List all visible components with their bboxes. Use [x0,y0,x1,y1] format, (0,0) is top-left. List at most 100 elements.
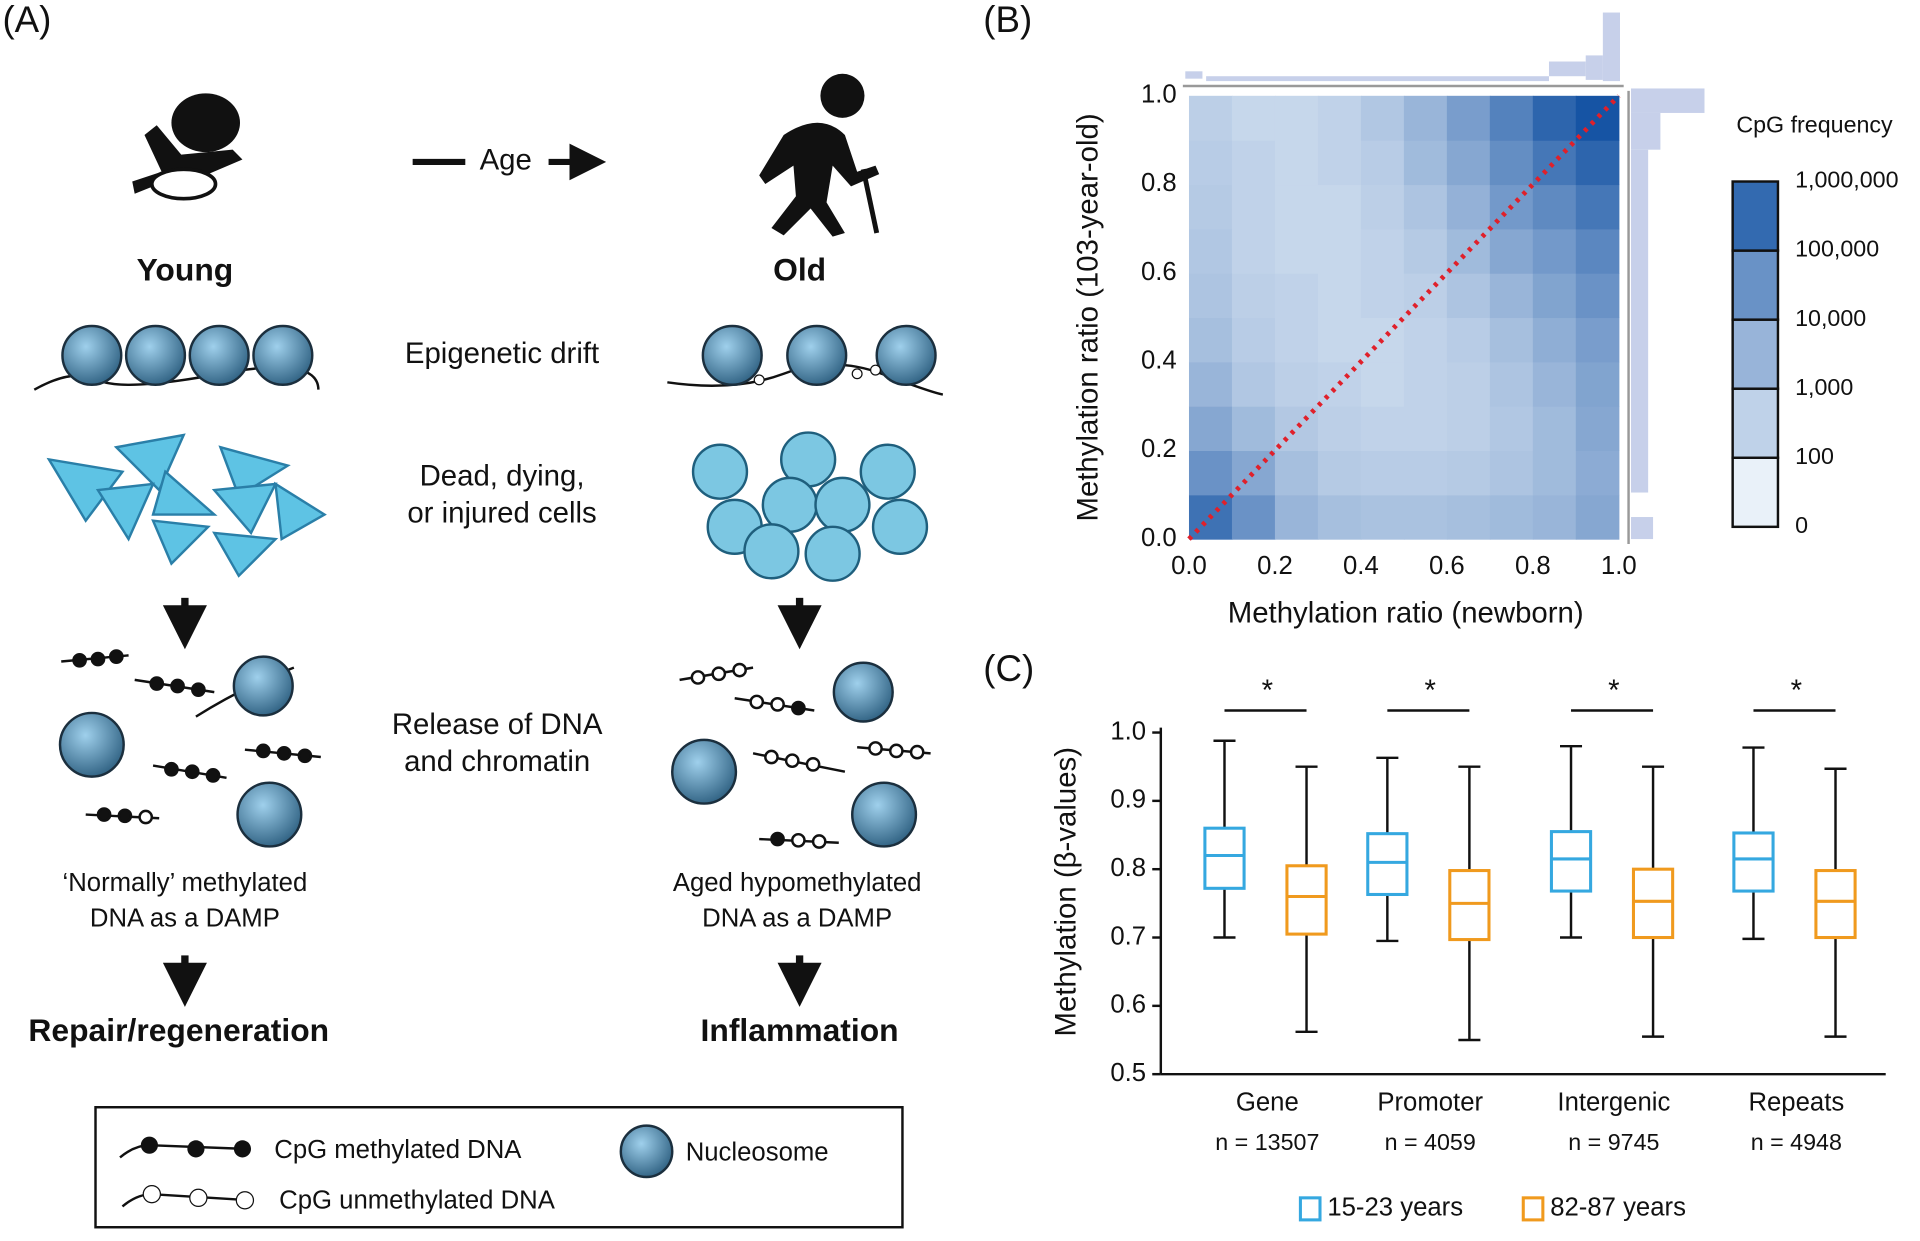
density-cell [1274,494,1319,540]
legend-label: 82-87 years [1550,1194,1686,1222]
density-cell [1231,140,1276,186]
density-cell [1489,494,1534,540]
density-cell [1575,228,1620,274]
density-cell [1360,406,1405,452]
y-tick-label: 0.8 [1141,169,1177,197]
panel-c: (C) 0.5 0.6 0.7 0.8 0.9 1.0 Methylation (β-valu… [983,648,1886,1222]
density-cell [1403,406,1448,452]
y-tick-label: 0.8 [1110,854,1146,882]
density-cell [1188,450,1233,496]
density-cell [1403,184,1448,230]
density-cell [1489,450,1534,496]
density-cell [1446,406,1491,452]
colorbar-tick-label: 1,000,000 [1795,167,1899,193]
density-cell [1231,494,1276,540]
y-tick-label: 0.7 [1110,922,1146,950]
density-cell [1446,95,1491,141]
step-label: or injured cells [407,496,596,529]
x-tick-label: 0.0 [1171,552,1207,580]
category-note: n = 9745 [1568,1129,1659,1155]
density-cell [1403,494,1448,540]
density-cell [1489,273,1534,319]
panel-label: (B) [983,0,1032,40]
young-label: Young [137,252,234,288]
density-cell [1188,140,1233,186]
old-release [671,661,931,849]
box [1448,869,1491,942]
density-cell [1575,317,1620,363]
legend-swatch [1298,1196,1322,1222]
density-cell [1231,317,1276,363]
category-note: n = 4059 [1385,1129,1476,1155]
young-cells [46,433,327,578]
old-chromatin [667,324,944,396]
colorbar-bin [1731,249,1780,321]
density-cell [1360,228,1405,274]
density-cell [1403,140,1448,186]
colorbar-bin [1731,180,1780,252]
density-cell [1274,184,1319,230]
legend-label: 15-23 years [1327,1194,1463,1222]
legend-text: Nucleosome [686,1139,829,1167]
marginal-hist [1631,112,1661,150]
outcome-label: Repair/regeneration [28,1012,329,1048]
density-cell [1188,184,1233,230]
density-cell [1532,406,1577,452]
density-cell [1188,228,1233,274]
density-cell [1317,450,1362,496]
density-cell [1231,273,1276,319]
y-tick-label: 0.0 [1141,524,1177,552]
density-cell [1446,494,1491,540]
colorbar-bin [1731,387,1780,459]
significance-star: * [1262,674,1273,707]
density-cell [1317,228,1362,274]
density-cell [1360,361,1405,407]
colorbar-bin [1731,318,1780,390]
step-label: Epigenetic drift [405,337,599,370]
density-cell [1489,140,1534,186]
density-cell [1446,361,1491,407]
x-tick-label: 0.8 [1515,552,1551,580]
density-cell [1575,140,1620,186]
category-note: n = 13507 [1215,1129,1319,1155]
marginal-hist [1206,76,1549,82]
density-cell [1489,228,1534,274]
density-cell [1575,184,1620,230]
x-tick-label: 0.6 [1429,552,1465,580]
density-cell [1403,228,1448,274]
density-cell [1403,273,1448,319]
colorbar-tick-label: 100,000 [1795,236,1879,262]
density-cell [1575,406,1620,452]
density-cell [1532,95,1577,141]
x-tick-label: Gene [1236,1088,1299,1116]
y-tick-label: 0.9 [1110,786,1146,814]
colorbar-tick-label: 0 [1795,512,1808,538]
colorbar-tick-label: 100 [1795,443,1834,469]
density-cell [1274,361,1319,407]
marginal-hist [1548,61,1586,77]
x-tick-label: 0.4 [1343,552,1379,580]
old-cells [691,431,929,582]
density-cell [1188,361,1233,407]
density-cell [1274,406,1319,452]
density-cell [1317,95,1362,141]
marginal-hist [1631,149,1649,493]
density-cell [1274,228,1319,274]
density-cell [1360,494,1405,540]
old-label: Old [773,252,826,288]
density-cell [1446,273,1491,319]
marginal-hist [1631,88,1705,113]
x-tick-label: Promoter [1377,1088,1483,1116]
marginal-hist [1185,71,1203,79]
young-release [58,649,321,848]
box [1203,826,1246,890]
density-cell [1360,140,1405,186]
density-cell [1532,228,1577,274]
significance-star: * [1791,674,1802,707]
density-cell [1489,317,1534,363]
density-cell [1446,317,1491,363]
colorbar-tick-label: 1,000 [1795,374,1853,400]
density-cell [1274,317,1319,363]
